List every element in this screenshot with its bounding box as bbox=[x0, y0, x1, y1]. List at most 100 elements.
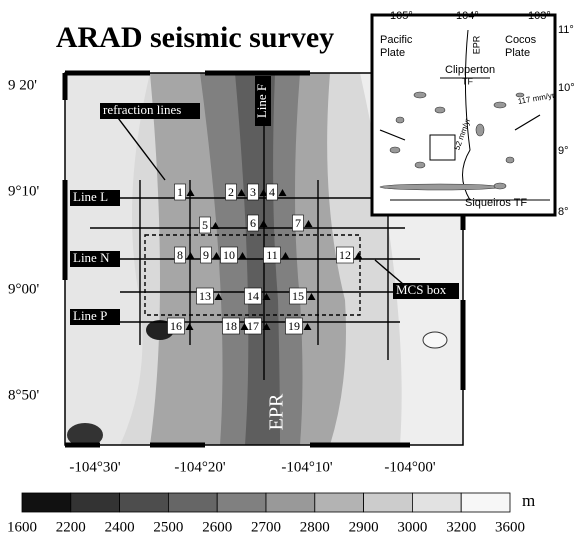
station-label: 18 bbox=[225, 319, 237, 333]
station-marker bbox=[259, 189, 268, 196]
colorbar-swatch bbox=[411, 492, 462, 513]
station-box bbox=[289, 287, 307, 305]
station-label: 17 bbox=[247, 319, 259, 333]
station-label: 11 bbox=[266, 248, 278, 262]
colorbar-swatch bbox=[167, 492, 218, 513]
lon-label: -104°30' bbox=[69, 459, 120, 475]
station-box bbox=[174, 183, 186, 201]
siqueiros: Siqueiros TF bbox=[465, 197, 527, 209]
clipperton: Clipperton bbox=[445, 64, 495, 76]
station-marker bbox=[307, 293, 316, 300]
inset-lat: 11° bbox=[558, 24, 574, 36]
station-label: 9 bbox=[203, 248, 209, 262]
clipperton: TF bbox=[462, 76, 473, 86]
pacific: Pacific bbox=[380, 34, 413, 46]
station-box bbox=[200, 246, 212, 264]
station-marker bbox=[262, 293, 271, 300]
station-box bbox=[285, 317, 303, 335]
inset-lat: 9° bbox=[558, 145, 569, 157]
station-label: 13 bbox=[199, 289, 211, 303]
inset-lat: 10° bbox=[558, 82, 575, 94]
station-label: 5 bbox=[202, 218, 208, 232]
lat-label: 9°10' bbox=[8, 183, 39, 199]
station-label: 14 bbox=[247, 289, 259, 303]
inset-lat: 8° bbox=[558, 206, 569, 218]
station-label: 1 bbox=[177, 185, 183, 199]
station-marker bbox=[240, 323, 249, 330]
colorbar-unit: m bbox=[522, 491, 535, 510]
lat-label: 8°50' bbox=[8, 387, 39, 403]
title: ARAD seismic survey bbox=[56, 21, 334, 54]
station-label: 7 bbox=[295, 216, 301, 230]
station-marker bbox=[281, 252, 290, 259]
colorbar-swatch bbox=[265, 492, 316, 513]
station-marker bbox=[237, 189, 246, 196]
colorbar-tick-label: 2400 bbox=[105, 519, 135, 535]
station-box bbox=[220, 246, 238, 264]
line-label-bg bbox=[70, 251, 120, 267]
colorbar-swatch bbox=[460, 492, 511, 513]
cocos: Plate bbox=[505, 47, 530, 59]
station-label: 15 bbox=[292, 289, 304, 303]
refraction-label: refraction lines bbox=[103, 102, 181, 117]
station-label: 12 bbox=[339, 248, 351, 262]
line-f-label: Line F bbox=[254, 84, 269, 118]
lon-label: -104°00' bbox=[384, 459, 435, 475]
station-marker bbox=[262, 323, 271, 330]
station-box bbox=[196, 287, 214, 305]
inset-lon: 104° bbox=[456, 10, 479, 22]
lat-label: 9 20' bbox=[8, 77, 37, 93]
inset-epr: EPR bbox=[471, 35, 481, 54]
colorbar-tick-label: 3000 bbox=[397, 519, 427, 535]
station-box bbox=[174, 246, 186, 264]
colorbar-swatch bbox=[70, 492, 121, 513]
line-label-bg bbox=[70, 190, 120, 206]
station-label: 8 bbox=[177, 248, 183, 262]
colorbar-tick-label: 2900 bbox=[349, 519, 379, 535]
line-label-bg bbox=[70, 309, 120, 325]
station-marker bbox=[186, 189, 195, 196]
station-marker bbox=[278, 189, 287, 196]
station-marker bbox=[259, 220, 268, 227]
station-marker bbox=[211, 222, 220, 229]
colorbar-swatch bbox=[314, 492, 364, 513]
station-label: 16 bbox=[170, 319, 182, 333]
station-label: 6 bbox=[250, 216, 256, 230]
inset bbox=[370, 13, 557, 217]
line-label: Line N bbox=[73, 250, 110, 265]
station-marker bbox=[354, 252, 363, 259]
colorbar-tick-label: 2600 bbox=[202, 519, 232, 535]
station-label: 3 bbox=[250, 185, 256, 199]
colorbar-tick-label: 1600 bbox=[7, 519, 37, 535]
epr-label: EPR bbox=[266, 393, 288, 430]
station-label: 2 bbox=[228, 185, 234, 199]
station-label: 4 bbox=[269, 185, 275, 199]
station-box bbox=[292, 214, 304, 232]
mcs-label-bg bbox=[393, 283, 459, 299]
lat-label: 9°00' bbox=[8, 281, 39, 297]
station-box bbox=[167, 317, 185, 335]
station-label: 19 bbox=[288, 319, 300, 333]
colorbar-tick-label: 3600 bbox=[495, 519, 525, 535]
colorbar-tick-label: 2500 bbox=[153, 519, 183, 535]
inset-lon: 105° bbox=[390, 10, 413, 22]
station-marker bbox=[186, 252, 195, 259]
station-marker bbox=[304, 220, 313, 227]
colorbar-tick-label: 2800 bbox=[300, 519, 330, 535]
station-box bbox=[263, 246, 281, 264]
colorbar-tick-label: 2700 bbox=[251, 519, 281, 535]
cocos: Cocos bbox=[505, 34, 537, 46]
colorbar-tick-label: 3200 bbox=[446, 519, 476, 535]
station-marker bbox=[303, 323, 312, 330]
lon-label: -104°20' bbox=[174, 459, 225, 475]
station-box bbox=[247, 183, 259, 201]
line-f-bg bbox=[255, 76, 271, 126]
pacific: Plate bbox=[380, 47, 405, 59]
colorbar-swatch bbox=[119, 492, 169, 513]
station-label: 10 bbox=[223, 248, 235, 262]
station-box bbox=[336, 246, 354, 264]
station-marker bbox=[238, 252, 247, 259]
colorbar-swatch bbox=[21, 492, 72, 513]
station-box bbox=[244, 287, 262, 305]
